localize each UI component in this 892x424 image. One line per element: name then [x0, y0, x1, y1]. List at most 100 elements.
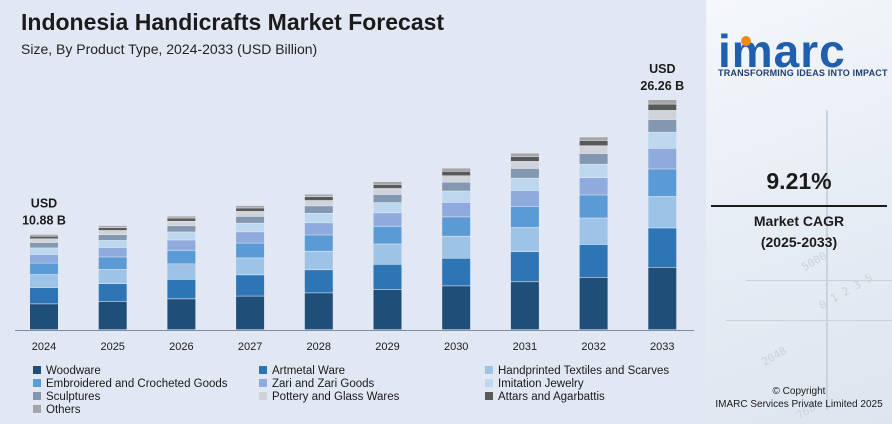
x-tick-label: 2027 [238, 341, 262, 353]
bar-segment-2033-s5 [648, 132, 677, 148]
imarc-logo: imarc [718, 28, 846, 74]
chart-panel: Indonesia Handicrafts Market Forecast Si… [0, 0, 706, 424]
legend-swatch [33, 366, 41, 374]
legend-swatch [485, 392, 493, 400]
bar-segment-2029-s8 [373, 184, 402, 189]
bar-segment-2030-s1 [442, 258, 471, 286]
x-tick-label: 2025 [100, 341, 124, 353]
bar-segment-2026-s9 [167, 216, 196, 218]
total-label-value: 26.26 B [640, 79, 684, 93]
bar-segment-2031-s6 [510, 168, 539, 178]
legend-item: Artmetal Ware [259, 365, 345, 378]
bar-segment-2029-s3 [373, 226, 402, 244]
bar-segment-2029-s5 [373, 202, 402, 213]
bar-segment-2031-s2 [510, 227, 539, 252]
bar-segment-2033-s0 [648, 267, 677, 330]
decor-line [826, 110, 828, 410]
copyright-line: IMARC Services Private Limited 2025 [715, 399, 883, 410]
bar-segment-2033-s9 [648, 100, 677, 104]
bar-segment-2032-s4 [579, 178, 608, 195]
cagr-divider [711, 205, 887, 207]
x-tick-label: 2032 [581, 341, 605, 353]
bar-segment-2025-s4 [98, 247, 127, 257]
decor-numbers: 2048 [759, 344, 789, 369]
x-tick-label: 2031 [513, 341, 537, 353]
bar-segment-2024-s2 [30, 274, 58, 288]
bar-segment-2027-s4 [236, 232, 265, 243]
bar-segment-2025-s0 [98, 301, 127, 330]
legend-item: Zari and Zari Goods [259, 378, 374, 391]
bar-segment-2033-s8 [648, 104, 677, 111]
bar-segment-2027-s5 [236, 223, 265, 232]
bar-segment-2030-s7 [442, 176, 471, 182]
bar-segment-2032-s0 [579, 277, 608, 330]
legend-item: Imitation Jewelry [485, 378, 584, 391]
bar-segment-2025-s1 [98, 284, 127, 302]
cagr-period: (2025-2033) [760, 234, 838, 250]
legend-swatch [259, 379, 267, 387]
bar-segment-2027-s7 [236, 211, 265, 217]
bar-segment-2033-s6 [648, 119, 677, 132]
bar-segment-2029-s4 [373, 213, 402, 226]
legend-item: Others [33, 404, 81, 417]
bar-segment-2028-s9 [304, 194, 333, 197]
legend-label: Zari and Zari Goods [272, 378, 375, 390]
bar-segment-2024-s8 [30, 236, 58, 239]
bar-segment-2025-s2 [98, 269, 127, 284]
bar-segment-2032-s6 [579, 153, 608, 164]
legend-label: Embroidered and Crocheted Goods [46, 378, 228, 390]
x-tick-label: 2029 [375, 341, 399, 353]
bar-segment-2025-s6 [98, 235, 127, 241]
legend-item: Embroidered and Crocheted Goods [33, 378, 228, 391]
bar-segment-2028-s5 [304, 213, 333, 223]
bar-segment-2032-s9 [579, 137, 608, 141]
brand-panel: 5000 0 1 2 3 5 2048 768 imarc TRANSFORMI… [706, 0, 892, 424]
bar-segment-2025-s8 [98, 227, 127, 231]
bar-segment-2024-s9 [30, 234, 58, 236]
bar-segment-2028-s1 [304, 270, 333, 293]
legend-item: Sculptures [33, 391, 100, 404]
bar-segment-2032-s7 [579, 146, 608, 154]
bar-segment-2026-s5 [167, 232, 196, 240]
bar-segment-2033-s4 [648, 148, 677, 169]
bar-segment-2029-s2 [373, 244, 402, 264]
bar-segment-2024-s4 [30, 254, 58, 263]
cagr-value: 9.21% [766, 168, 832, 194]
bar-segment-2032-s2 [579, 218, 608, 245]
bar-segment-2029-s1 [373, 264, 402, 290]
bar-segment-2024-s5 [30, 248, 58, 255]
bar-segment-2028-s3 [304, 235, 333, 251]
stacked-bar-chart: 2024 2025 2026 2027 2028 2029 2030 2031 2032 2033… [15, 62, 694, 353]
bar-segment-2025-s7 [98, 230, 127, 235]
total-label-value: 10.88 B [22, 214, 66, 228]
legend-item: Attars and Agarbattis [485, 391, 605, 404]
bar-segment-2026-s2 [167, 264, 196, 280]
legend-label: Artmetal Ware [272, 365, 346, 377]
bar-segment-2026-s4 [167, 240, 196, 250]
bar-segment-2024-s7 [30, 239, 58, 243]
legend-swatch [485, 379, 493, 387]
bar-segment-2026-s3 [167, 250, 196, 264]
bar-segment-2032-s5 [579, 164, 608, 178]
bar-segment-2031-s3 [510, 206, 539, 228]
bar-segment-2029-s6 [373, 194, 402, 203]
legend-swatch [33, 379, 41, 387]
bar-segment-2030-s2 [442, 236, 471, 259]
bar-segment-2027-s2 [236, 258, 265, 275]
bar-segment-2032-s8 [579, 140, 608, 146]
bar-segment-2031-s5 [510, 178, 539, 191]
bar-segment-2024-s3 [30, 263, 58, 275]
x-tick-label: 2024 [32, 341, 56, 353]
bar-segment-2024-s1 [30, 287, 58, 304]
bar-segment-2033-s3 [648, 169, 677, 197]
decor-line [746, 280, 892, 281]
bar-segment-2026-s1 [167, 279, 196, 299]
legend-swatch [259, 392, 267, 400]
bar-segment-2032-s3 [579, 195, 608, 218]
bar-segment-2031-s8 [510, 156, 539, 162]
bar-segment-2031-s7 [510, 161, 539, 169]
bar-segment-2026-s7 [167, 221, 196, 226]
bar-segment-2027-s1 [236, 275, 265, 296]
chart-subtitle: Size, By Product Type, 2024-2033 (USD Bi… [21, 41, 318, 57]
bar-segment-2033-s7 [648, 110, 677, 120]
